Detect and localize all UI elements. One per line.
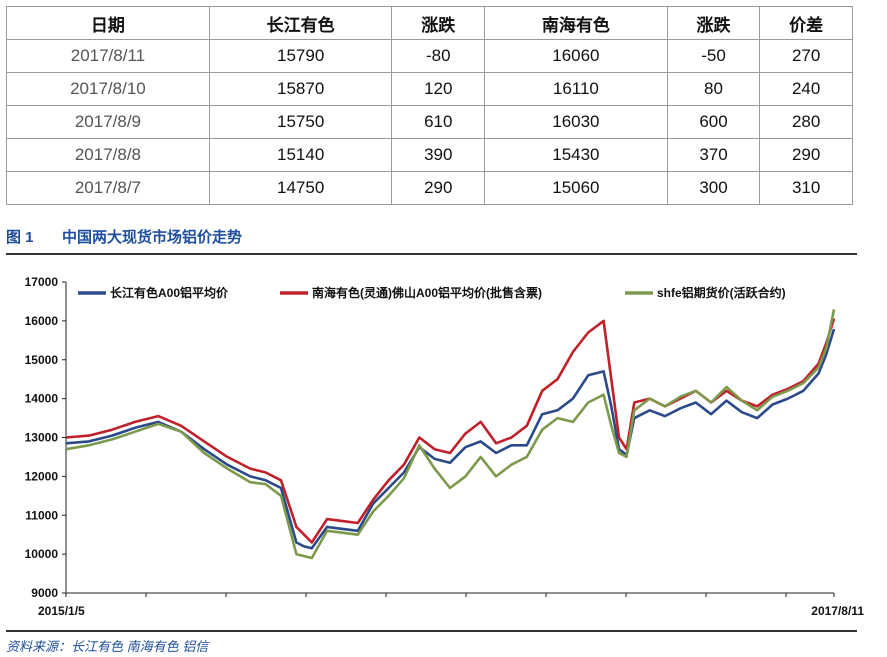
table-row: 2017/8/8 15140 390 15430 370 290 [6, 138, 853, 172]
cell-date: 2017/8/9 [6, 105, 210, 139]
header-changjiang: 长江有色 [208, 6, 393, 40]
cell-changjiang: 15870 [208, 72, 393, 106]
cell-change-2: 600 [666, 105, 761, 139]
table-row: 2017/8/9 15750 610 16030 600 280 [6, 105, 853, 139]
table-row: 2017/8/7 14750 290 15060 300 310 [6, 171, 853, 205]
aluminum-price-chart: 9000 10000 11000 12000 13000 14000 15000 16000 1… [6, 258, 864, 628]
cell-nanhai: 16030 [484, 105, 668, 139]
y-tick-label: 13000 [25, 431, 59, 445]
header-nanhai: 南海有色 [484, 6, 668, 40]
y-tick-label: 9000 [31, 586, 58, 600]
cell-nanhai: 16110 [484, 72, 668, 106]
cell-change-2: -50 [666, 39, 761, 73]
cell-change-1: 120 [391, 72, 486, 106]
x-end-label: 2017/8/11 [811, 604, 864, 618]
cell-date: 2017/8/8 [6, 138, 210, 172]
table-row: 2017/8/11 15790 -80 16060 -50 270 [6, 39, 853, 73]
header-change-2: 涨跌 [666, 6, 761, 40]
bottom-rule [6, 630, 857, 632]
cell-date: 2017/8/7 [6, 171, 210, 205]
y-tick-label: 17000 [25, 275, 59, 289]
cell-change-1: 390 [391, 138, 486, 172]
cell-nanhai: 16060 [484, 39, 668, 73]
series-line-3 [65, 308, 836, 560]
cell-spread: 290 [759, 138, 853, 172]
cell-spread: 270 [759, 39, 853, 73]
series-line-2 [65, 318, 836, 544]
cell-changjiang: 14750 [208, 171, 393, 205]
cell-changjiang: 15750 [208, 105, 393, 139]
y-tick-label: 14000 [25, 392, 59, 406]
figure-title: 图 1 中国两大现货市场铝价走势 [6, 226, 242, 247]
cell-changjiang: 15790 [208, 39, 393, 73]
cell-date: 2017/8/10 [6, 72, 210, 106]
cell-nanhai: 15060 [484, 171, 668, 205]
cell-date: 2017/8/11 [6, 39, 210, 73]
cell-spread: 240 [759, 72, 853, 106]
header-spread: 价差 [759, 6, 853, 40]
legend-label-2: 南海有色(灵通)佛山A00铝平均价(批售含票) [312, 285, 542, 300]
y-tick-label: 16000 [25, 314, 59, 328]
cell-spread: 280 [759, 105, 853, 139]
series-line-1 [65, 328, 836, 550]
cell-change-2: 370 [666, 138, 761, 172]
cell-change-1: 610 [391, 105, 486, 139]
y-tick-label: 11000 [25, 508, 58, 522]
table-row: 2017/8/10 15870 120 16110 80 240 [6, 72, 853, 106]
figure-title-text: 中国两大现货市场铝价走势 [62, 229, 243, 246]
y-tick-label: 10000 [25, 547, 59, 561]
header-change-1: 涨跌 [391, 6, 486, 40]
legend-label-3: shfe铝期货价(活跃合约) [657, 285, 786, 300]
legend-label-1: 长江有色A00铝平均价 [110, 285, 229, 300]
top-rule [6, 253, 857, 255]
y-tick-label: 15000 [25, 353, 59, 367]
table-header-row: 日期 长江有色 涨跌 南海有色 涨跌 价差 [6, 6, 853, 40]
price-table: 日期 长江有色 涨跌 南海有色 涨跌 价差 2017/8/11 15790 -8… [6, 6, 853, 205]
cell-changjiang: 15140 [208, 138, 393, 172]
figure-number: 图 1 [6, 229, 34, 246]
x-start-label: 2015/1/5 [38, 604, 85, 618]
source-note: 资料来源：长江有色 南海有色 铝信 [6, 639, 209, 654]
cell-change-1: 290 [391, 171, 486, 205]
cell-spread: 310 [759, 171, 853, 205]
cell-change-1: -80 [391, 39, 486, 73]
y-tick-label: 12000 [25, 469, 59, 483]
cell-change-2: 300 [666, 171, 761, 205]
header-date: 日期 [6, 6, 210, 40]
cell-change-2: 80 [666, 72, 761, 106]
cell-nanhai: 15430 [484, 138, 668, 172]
plot-background [6, 258, 857, 628]
